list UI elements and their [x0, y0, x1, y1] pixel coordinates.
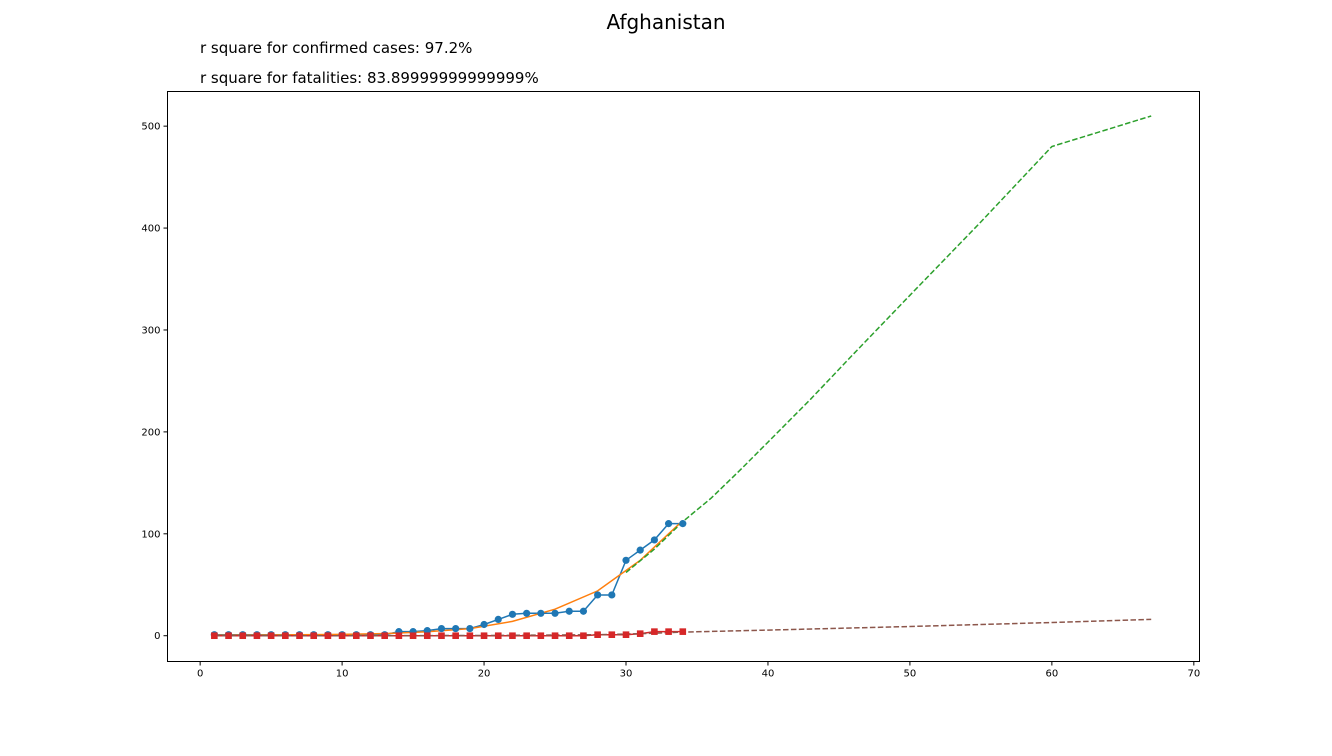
data-point-fatalities [523, 632, 530, 640]
data-point-fatalities [636, 630, 644, 637]
y-tick-label: 400 [141, 224, 160, 235]
data-point-fatalities [409, 632, 417, 640]
data-point-confirmed [650, 536, 658, 544]
data-point-fatalities [282, 632, 289, 640]
data-point-fatalities [367, 632, 374, 640]
x-tick-label: 60 [1046, 669, 1059, 680]
data-point-confirmed [452, 624, 460, 633]
data-point-fatalities [594, 631, 601, 638]
y-tick-label: 0 [154, 631, 160, 642]
data-point-fatalities [551, 632, 559, 640]
x-tick-label: 0 [197, 669, 203, 680]
data-point-fatalities [381, 632, 388, 640]
data-point-fatalities [352, 632, 360, 640]
data-point-fatalities [310, 632, 318, 640]
data-point-fatalities [423, 632, 431, 640]
data-point-fatalities [665, 628, 672, 635]
data-point-fatalities [608, 631, 616, 638]
data-point-confirmed [579, 607, 588, 615]
data-point-fatalities [253, 632, 261, 640]
data-point-confirmed [480, 620, 488, 629]
data-point-fatalities [452, 632, 459, 640]
series-line-confirmed-projection [625, 115, 1152, 574]
data-point-confirmed [622, 556, 630, 564]
data-point-fatalities [651, 628, 658, 635]
data-point-confirmed [508, 610, 517, 618]
x-tick-label: 30 [620, 669, 633, 680]
axes: 0 10 20 30 40 50 60 70 0 100 200 300 400 500 [141, 122, 1200, 680]
data-point-confirmed [437, 624, 446, 633]
x-tick-label: 70 [1187, 669, 1200, 680]
y-tick-label: 500 [141, 122, 160, 133]
y-tick-label: 100 [141, 529, 160, 540]
r-square-confirmed-annotation: r square for confirmed cases: 97.2% [200, 39, 473, 57]
data-point-fatalities [239, 632, 247, 640]
series-markers [210, 520, 687, 640]
data-point-fatalities [438, 632, 445, 640]
x-tick-label: 20 [478, 669, 491, 680]
data-point-fatalities [580, 632, 587, 640]
data-point-fatalities [466, 632, 474, 640]
data-point-fatalities [225, 632, 232, 640]
data-point-fatalities [395, 632, 403, 640]
data-point-confirmed [636, 546, 644, 554]
data-point-fatalities [267, 632, 275, 640]
data-point-confirmed [537, 609, 545, 617]
data-point-fatalities [509, 632, 516, 640]
data-point-fatalities [622, 631, 630, 638]
data-point-confirmed [594, 591, 602, 599]
data-point-fatalities [679, 628, 687, 635]
series-line-confirmed-fit [214, 520, 684, 636]
plot-frame [167, 91, 1200, 662]
data-point-fatalities [324, 632, 332, 640]
y-tick-label: 200 [141, 427, 160, 438]
data-point-confirmed [523, 609, 531, 617]
data-point-confirmed [494, 615, 502, 624]
data-point-fatalities [338, 632, 346, 640]
x-tick-label: 40 [762, 669, 775, 680]
data-point-confirmed [608, 591, 616, 599]
data-point-fatalities [537, 632, 545, 640]
data-point-confirmed [565, 607, 573, 615]
data-point-fatalities [296, 632, 303, 640]
data-point-fatalities [565, 632, 573, 640]
chart-title: Afghanistan [606, 10, 726, 34]
series-lines [214, 115, 1152, 637]
data-point-fatalities [211, 632, 218, 640]
data-point-fatalities [480, 632, 488, 640]
data-point-confirmed [466, 624, 474, 633]
x-tick-label: 10 [336, 669, 349, 680]
x-tick-label: 50 [904, 669, 917, 680]
r-square-fatalities-annotation: r square for fatalities: 83.899999999999… [200, 69, 539, 87]
series-line-confirmed [214, 522, 683, 636]
data-point-confirmed [551, 609, 559, 617]
y-tick-label: 300 [141, 325, 160, 336]
data-point-fatalities [494, 632, 502, 640]
data-point-confirmed [679, 520, 687, 528]
data-point-confirmed [664, 520, 673, 528]
